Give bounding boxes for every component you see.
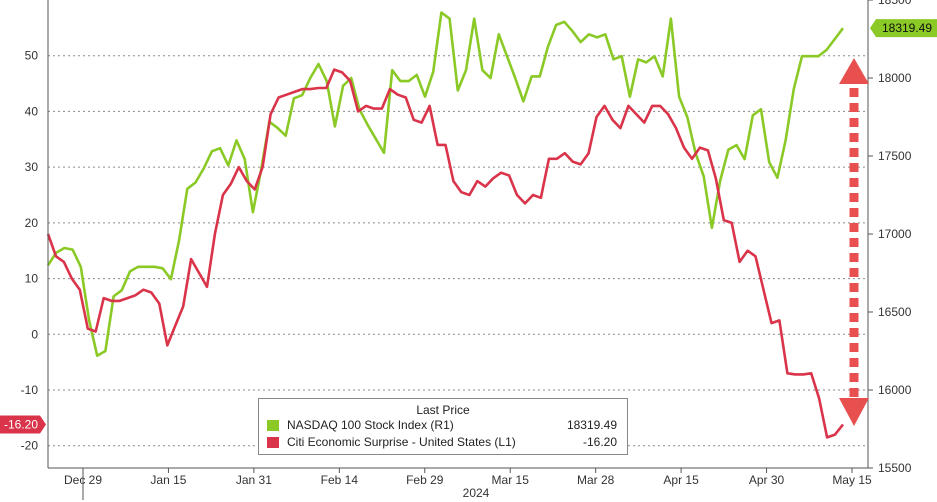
right-tick-label: 17500 [878,149,912,163]
legend-title: Last Price [416,403,470,417]
last-value-tag-nasdaq [870,19,937,38]
last-value-label-citi: -16.20 [4,418,38,432]
right-tick-label: 15500 [878,461,912,475]
right-tick-label: 18500 [878,0,912,7]
right-tick-label: 18000 [878,71,912,85]
x-tick-label: Apr 15 [663,473,699,487]
legend-entry-nasdaq: NASDAQ 100 Stock Index (R1) 18319.49 [259,417,627,434]
legend-swatch-nasdaq [267,420,279,431]
legend-value-nasdaq: 18319.49 [566,418,617,432]
legend: Last Price NASDAQ 100 Stock Index (R1) 1… [258,398,628,455]
x-tick-label: Apr 30 [749,473,785,487]
left-tick-label: -20 [21,439,39,453]
last-value-tag-citi [0,415,46,434]
legend-label-nasdaq: NASDAQ 100 Stock Index (R1) [287,418,454,432]
right-tick-label: 16500 [878,305,912,319]
legend-label-citi: Citi Economic Surprise - United States (… [287,435,516,449]
x-tick-label: Feb 14 [321,473,359,487]
legend-value-citi: -16.20 [582,435,617,449]
left-tick-label: 10 [25,272,39,286]
right-tick-label: 17000 [878,227,912,241]
x-year-label: 2024 [463,486,490,500]
legend-entry-citi: Citi Economic Surprise - United States (… [259,434,627,451]
annotation-arrow-head-down [839,398,869,426]
series-line-citi [46,68,845,439]
left-tick-label: 20 [25,216,39,230]
right-tick-label: 16000 [878,383,912,397]
left-tick-label: 0 [31,327,38,341]
left-tick-label: 30 [25,160,39,174]
series-line-nasdaq [46,11,845,358]
x-tick-label: Jan 31 [236,473,272,487]
x-tick-label: Mar 28 [577,473,615,487]
legend-swatch-citi [267,437,279,448]
last-value-label-nasdaq: 18319.49 [882,21,932,35]
left-tick-label: 40 [25,104,39,118]
x-tick-label: May 15 [832,473,872,487]
x-tick-label: Mar 15 [492,473,530,487]
x-tick-label: Jan 15 [150,473,186,487]
x-tick-label: Feb 29 [406,473,444,487]
annotation-arrow-head-up [839,58,869,84]
left-tick-label: -10 [21,383,39,397]
left-tick-label: 50 [25,49,39,63]
